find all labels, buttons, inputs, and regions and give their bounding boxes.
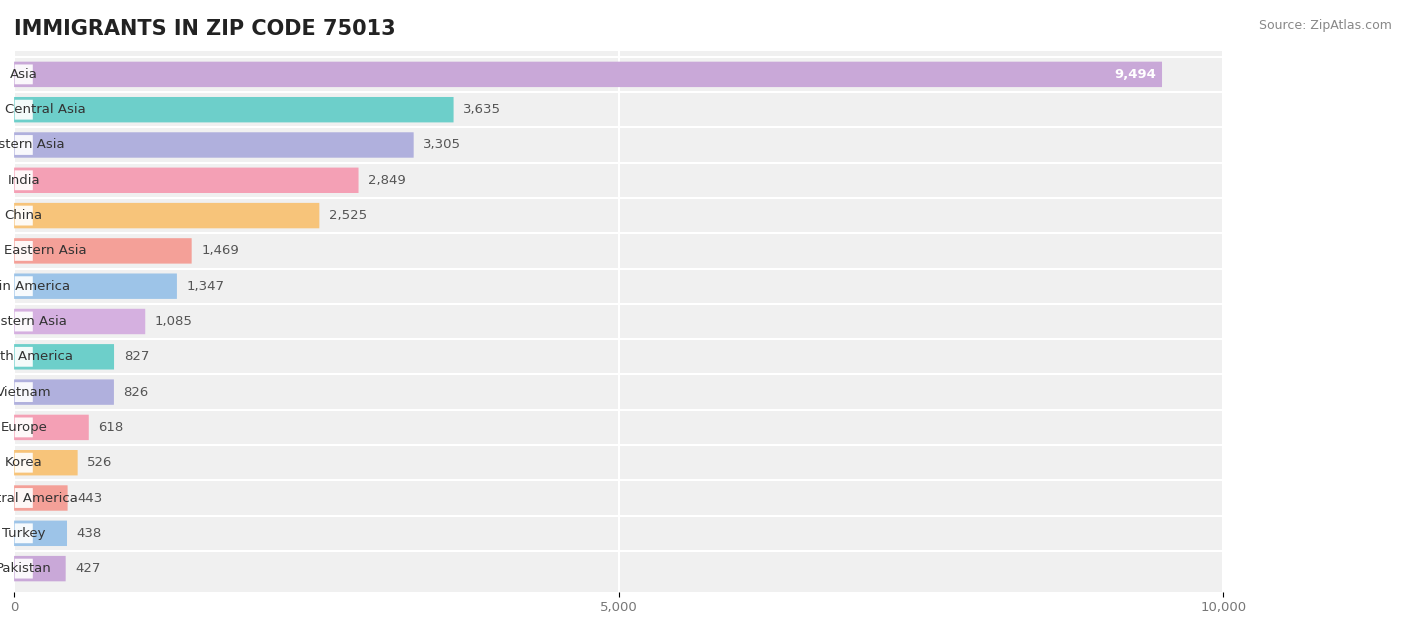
Text: 827: 827 <box>124 350 149 363</box>
FancyBboxPatch shape <box>14 379 114 405</box>
Text: Eastern Asia: Eastern Asia <box>0 138 65 152</box>
FancyBboxPatch shape <box>14 488 32 508</box>
Text: IMMIGRANTS IN ZIP CODE 75013: IMMIGRANTS IN ZIP CODE 75013 <box>14 19 395 39</box>
Text: 3,635: 3,635 <box>463 103 502 116</box>
FancyBboxPatch shape <box>14 559 32 579</box>
FancyBboxPatch shape <box>14 64 32 84</box>
FancyBboxPatch shape <box>14 309 145 334</box>
Text: 2,849: 2,849 <box>368 174 406 187</box>
FancyBboxPatch shape <box>14 206 32 226</box>
Text: 443: 443 <box>77 491 103 505</box>
FancyBboxPatch shape <box>14 132 413 158</box>
FancyBboxPatch shape <box>14 347 32 367</box>
FancyBboxPatch shape <box>14 97 454 122</box>
FancyBboxPatch shape <box>14 170 32 190</box>
Text: Vietnam: Vietnam <box>0 386 52 399</box>
FancyBboxPatch shape <box>14 453 32 473</box>
Text: South Central Asia: South Central Asia <box>0 103 86 116</box>
Text: Source: ZipAtlas.com: Source: ZipAtlas.com <box>1258 19 1392 32</box>
Text: Turkey: Turkey <box>1 527 45 540</box>
Text: 2,525: 2,525 <box>329 209 367 222</box>
FancyBboxPatch shape <box>14 417 32 437</box>
Text: Asia: Asia <box>10 68 38 81</box>
Text: 3,305: 3,305 <box>423 138 461 152</box>
FancyBboxPatch shape <box>14 450 77 475</box>
Text: Korea: Korea <box>4 456 42 469</box>
Text: 1,085: 1,085 <box>155 315 193 328</box>
FancyBboxPatch shape <box>14 135 32 155</box>
Text: China: China <box>4 209 42 222</box>
Text: 438: 438 <box>77 527 103 540</box>
Text: 9,494: 9,494 <box>1114 68 1156 81</box>
Text: South America: South America <box>0 350 73 363</box>
Text: 427: 427 <box>76 562 101 575</box>
Text: South Eastern Asia: South Eastern Asia <box>0 244 87 257</box>
FancyBboxPatch shape <box>14 382 32 402</box>
Text: 1,469: 1,469 <box>201 244 239 257</box>
FancyBboxPatch shape <box>14 273 177 299</box>
FancyBboxPatch shape <box>14 521 67 546</box>
Text: 618: 618 <box>98 421 124 434</box>
FancyBboxPatch shape <box>14 485 67 511</box>
FancyBboxPatch shape <box>14 523 32 543</box>
FancyBboxPatch shape <box>14 203 319 228</box>
Text: Latin America: Latin America <box>0 280 70 293</box>
FancyBboxPatch shape <box>14 556 66 581</box>
FancyBboxPatch shape <box>14 238 191 264</box>
FancyBboxPatch shape <box>14 168 359 193</box>
FancyBboxPatch shape <box>14 344 114 370</box>
Text: Europe: Europe <box>0 421 48 434</box>
Text: 1,347: 1,347 <box>187 280 225 293</box>
Text: India: India <box>7 174 39 187</box>
Text: Central America: Central America <box>0 491 77 505</box>
Text: 526: 526 <box>87 456 112 469</box>
FancyBboxPatch shape <box>14 415 89 440</box>
Text: 826: 826 <box>124 386 149 399</box>
FancyBboxPatch shape <box>14 276 32 296</box>
FancyBboxPatch shape <box>14 312 32 331</box>
FancyBboxPatch shape <box>14 62 1161 87</box>
FancyBboxPatch shape <box>14 100 32 120</box>
FancyBboxPatch shape <box>14 241 32 261</box>
Text: Western Asia: Western Asia <box>0 315 67 328</box>
Text: Pakistan: Pakistan <box>0 562 52 575</box>
